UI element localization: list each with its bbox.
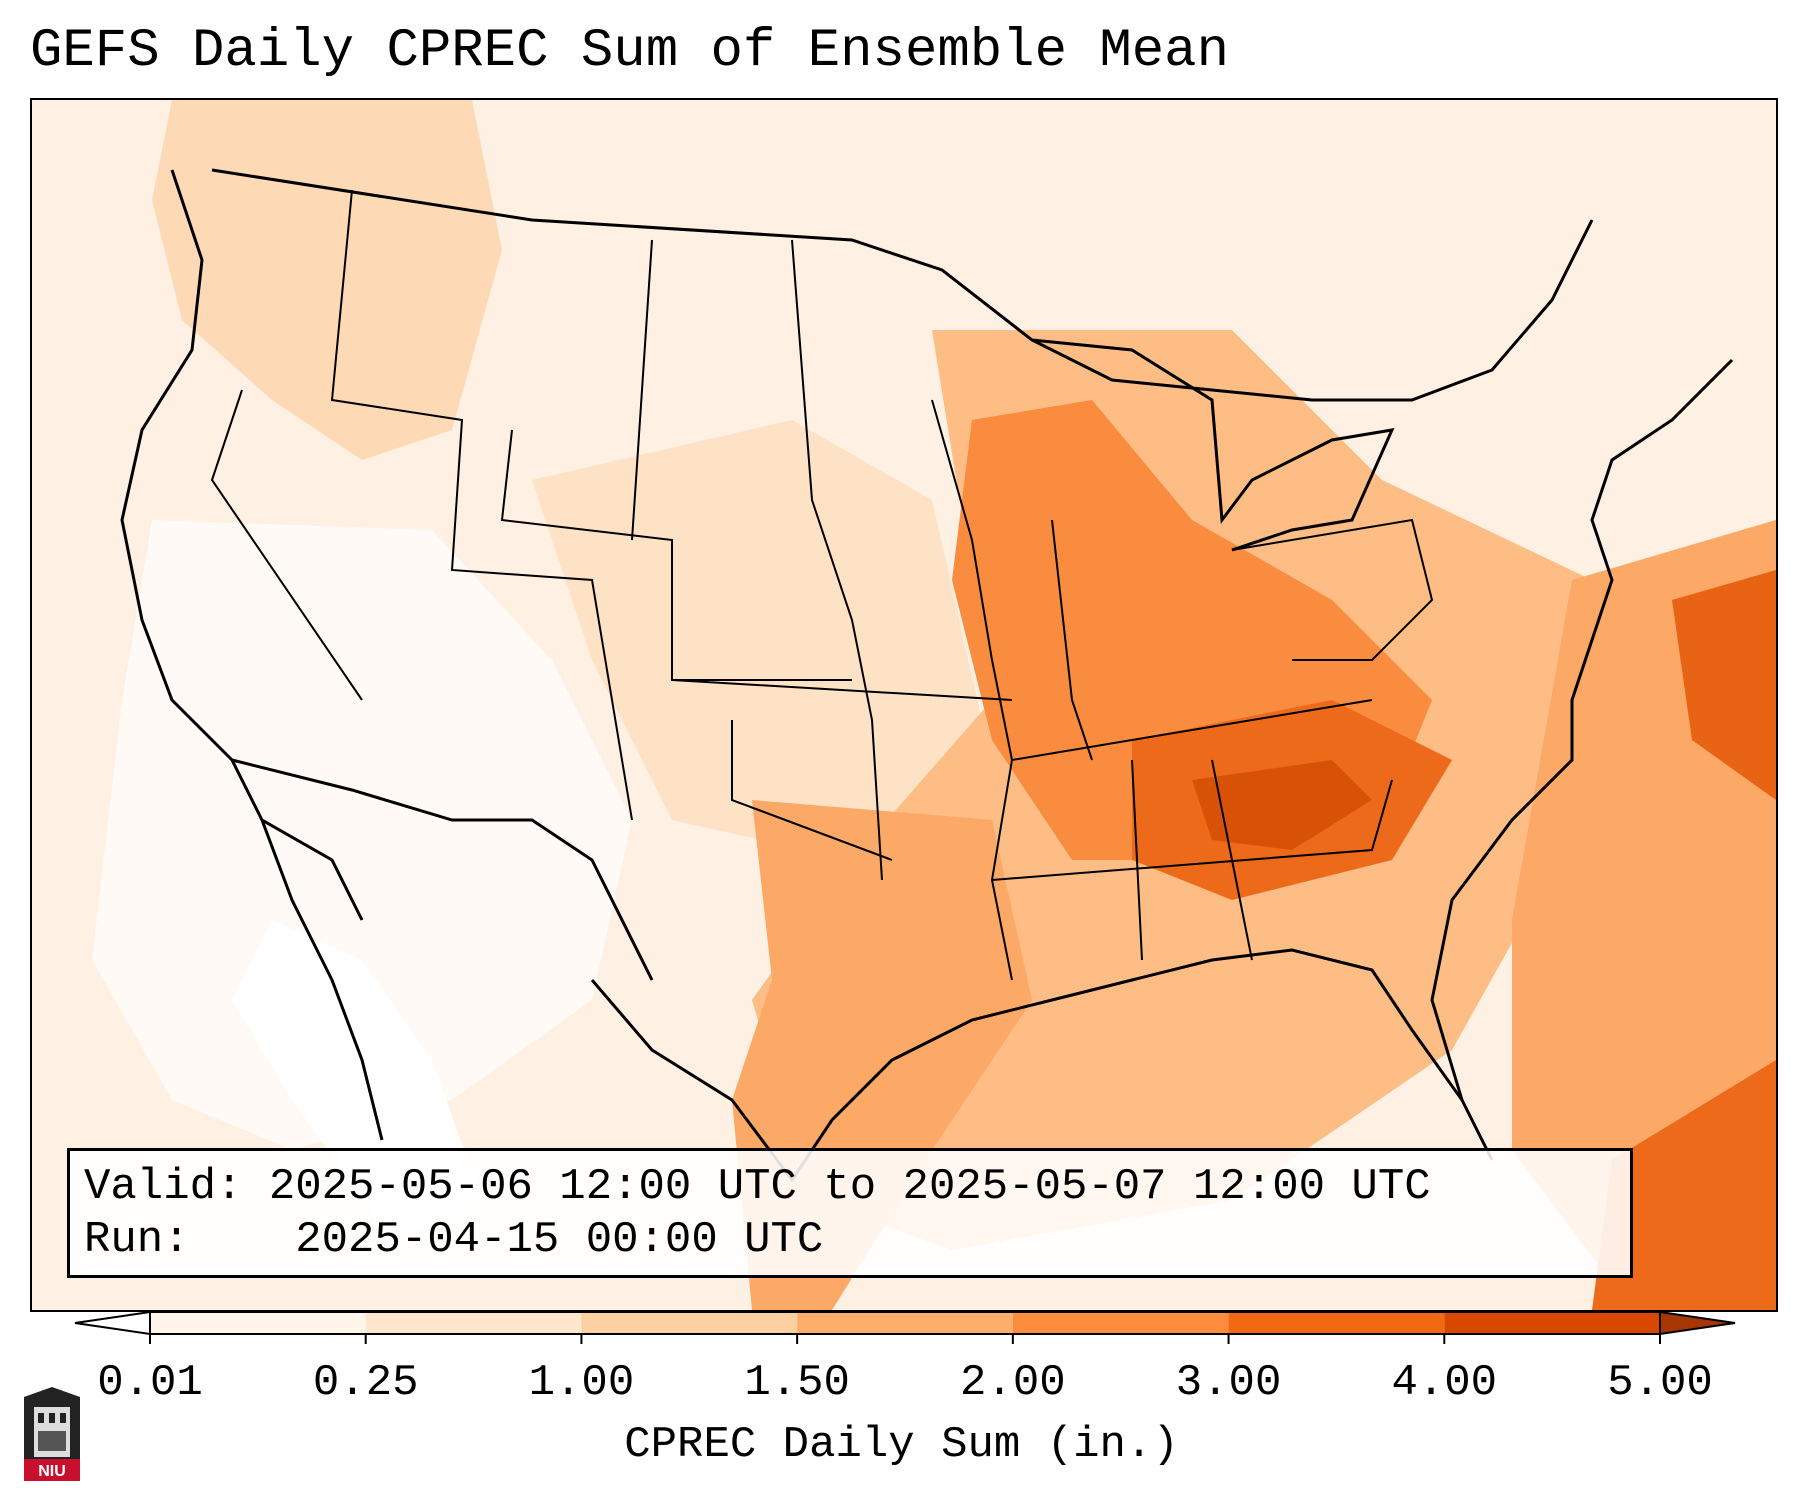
colorbar-outline (149, 1311, 1661, 1335)
border-northeast (1231, 518, 1434, 661)
colorbar-tick-label: 1.00 (528, 1358, 635, 1408)
border-texas-north (731, 720, 893, 861)
border-ohio-indiana (1051, 519, 1093, 761)
precip-pacific-northwest (152, 100, 502, 460)
colorbar-tick-label: 3.00 (1175, 1358, 1282, 1408)
run-label: Run: (84, 1215, 190, 1265)
colorbar-extend-high (1659, 1310, 1736, 1336)
info-box: Valid: 2025-05-06 12:00 UTC to 2025-05-0… (67, 1148, 1633, 1278)
colorbar-tick-label: 2.00 (960, 1358, 1066, 1408)
run-value: 2025-04-15 00:00 UTC (295, 1215, 824, 1265)
colorbar-segment (1012, 1312, 1229, 1334)
colorbar-tick-label: 4.00 (1391, 1358, 1498, 1408)
dry-southwest-area (92, 520, 632, 1150)
colorbar (74, 1310, 1736, 1344)
border-alabama (1131, 759, 1143, 961)
border-mississippi (931, 399, 1014, 981)
precip-atlantic-core (1672, 570, 1776, 800)
colorbar-segment (365, 1312, 582, 1334)
gulf-coast (590, 948, 1494, 1183)
canada-us-border (211, 168, 1594, 402)
precip-maximum-core (1192, 760, 1372, 850)
border-mountain-west (330, 189, 633, 821)
atlantic-coast (1430, 358, 1734, 1101)
valid-label: Valid: (84, 1162, 243, 1212)
us-west-coast (120, 169, 364, 921)
great-lakes-outline (1031, 338, 1395, 552)
precip-central-plains (532, 420, 982, 860)
border-plains-west (500, 429, 852, 681)
niu-logo: NIU (24, 1387, 80, 1481)
svg-text:NIU: NIU (38, 1463, 66, 1480)
border-missouri-river (791, 239, 883, 881)
border-deep-south (991, 779, 1393, 881)
colorbar-segment (581, 1312, 798, 1334)
state-borders (210, 189, 1434, 981)
border-nevada (210, 389, 363, 701)
baja-coast (260, 819, 384, 1141)
colorbar-label: CPREC Daily Sum (in.) (624, 1420, 1179, 1470)
colorbar-tick-label: 0.25 (312, 1358, 419, 1408)
precip-map (30, 98, 1778, 1312)
valid-value: 2025-05-06 12:00 UTC to 2025-05-07 12:00… (268, 1162, 1431, 1212)
colorbar-tick-label: 1.50 (744, 1358, 850, 1408)
border-georgia (1211, 759, 1253, 961)
colorbar-segment (150, 1312, 366, 1334)
map-title: GEFS Daily CPREC Sum of Ensemble Mean (30, 21, 1229, 82)
border-kansas-oklahoma (671, 679, 1013, 701)
colorbar-segment (797, 1312, 1013, 1334)
colorbar-tick-label: 0.01 (97, 1358, 203, 1408)
colorbar-segment (1228, 1312, 1445, 1334)
colorbar-tick-label: 5.00 (1607, 1358, 1713, 1408)
border-dakotas (631, 239, 653, 541)
coastlines (120, 168, 1734, 1183)
colorbar-segment (1444, 1312, 1660, 1334)
precip-caribbean (1592, 1060, 1776, 1310)
mexico-border (231, 758, 654, 981)
border-tennessee (1011, 699, 1373, 761)
colorbar-extend-low (74, 1310, 151, 1336)
